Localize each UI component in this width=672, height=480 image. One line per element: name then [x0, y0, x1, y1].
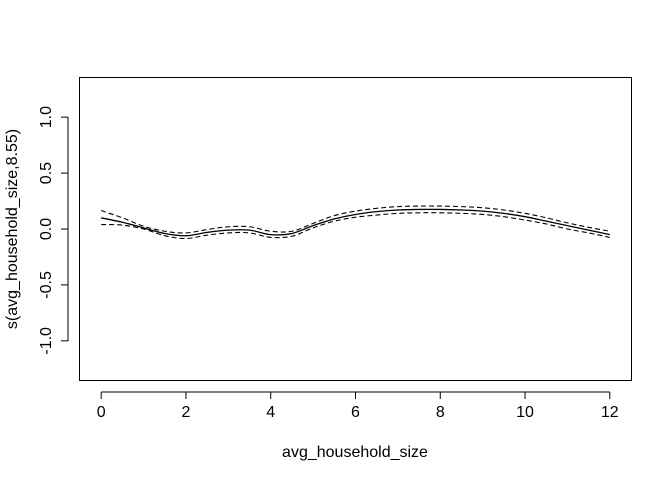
- y-axis-label: s(avg_household_size,8.55): [4, 129, 21, 329]
- confidence-band-line-2: [101, 212, 610, 240]
- x-tick-label: 2: [182, 404, 191, 421]
- plot-curves: [101, 205, 610, 240]
- y-tick-label: -0.5: [38, 271, 55, 299]
- x-tick-label: 4: [266, 404, 275, 421]
- x-tick-label: 0: [97, 404, 106, 421]
- x-tick-label: 8: [436, 404, 445, 421]
- y-tick-label: 1.0: [38, 106, 55, 128]
- x-axis: 0 2 4 6 8 10 12: [97, 391, 619, 421]
- y-tick-label: -1.0: [38, 327, 55, 355]
- plot-frame: [79, 77, 632, 381]
- y-tick-label: 0.5: [38, 162, 55, 184]
- x-tick-label: 10: [516, 404, 534, 421]
- smooth-fit-line: [101, 208, 610, 237]
- y-tick-label: 0.0: [38, 218, 55, 240]
- x-axis-label: avg_household_size: [282, 444, 428, 461]
- x-tick-label: 12: [601, 404, 619, 421]
- y-axis: -1.0 -0.5 0.0 0.5 1.0: [38, 106, 69, 355]
- x-tick-label: 6: [351, 404, 360, 421]
- confidence-band-line-1: [101, 205, 610, 234]
